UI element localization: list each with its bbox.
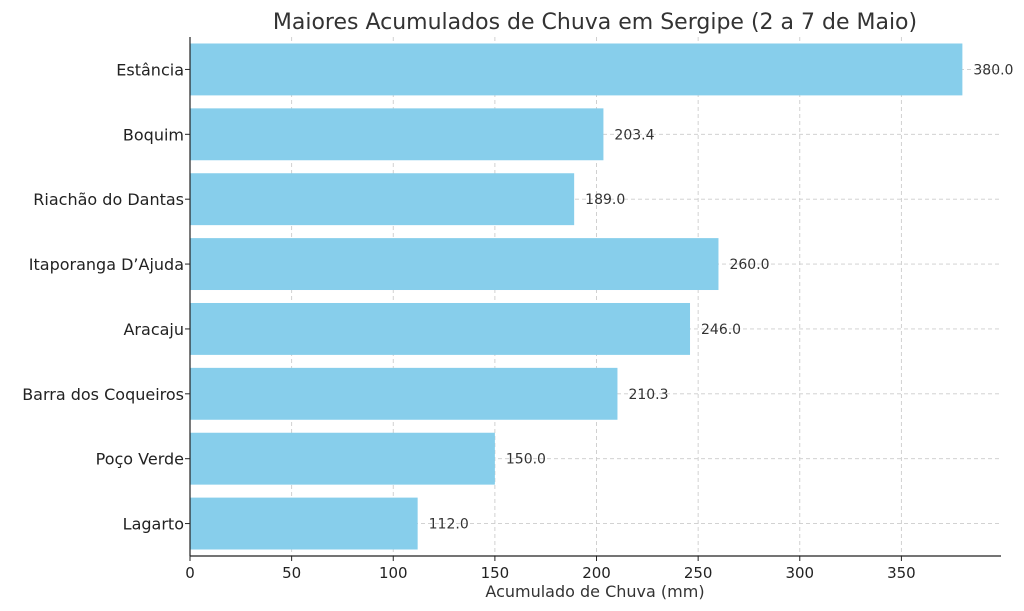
bar-value-label: 203.4 [614,127,654,143]
x-tick-label: 50 [282,564,301,582]
category-label: Aracaju [123,320,184,339]
bar-value-label: 260.0 [729,257,769,273]
bar-value-label: 150.0 [506,452,546,468]
x-tick-label: 0 [185,564,195,582]
bar [190,173,575,226]
bar [190,302,691,355]
bar [190,108,604,161]
category-label: Barra dos Coqueiros [22,385,184,404]
data-labels: 380.0 203.4 189.0 260.0 246.0 210.3 150.0 112.0 [429,62,1014,532]
bar-value-label: 210.3 [628,387,668,403]
bar-value-label: 246.0 [701,322,741,338]
category-label: Boquim [123,125,184,144]
x-tick-label: 300 [785,564,814,582]
bar [190,238,719,291]
category-label: Lagarto [123,515,184,534]
bar-value-label: 112.0 [429,517,469,533]
x-tick-label: 100 [379,564,408,582]
bars [190,43,963,550]
bar [190,432,495,485]
x-tick-label: 350 [887,564,916,582]
category-label: Poço Verde [96,450,184,469]
category-axis: Estância Boquim Riachão do Dantas Itaporang… [22,60,190,534]
bar [190,367,618,420]
category-label: Estância [116,60,184,79]
chart-title: Maiores Acumulados de Chuva em Sergipe (… [273,10,917,35]
bar [190,497,418,550]
x-axis-label: Acumulado de Chuva (mm) [485,582,704,601]
category-label: Itaporanga D’Ajuda [29,255,184,274]
bar-value-label: 380.0 [973,62,1013,78]
bar [190,43,963,96]
bar-value-label: 189.0 [585,192,625,208]
category-label: Riachão do Dantas [33,190,184,209]
x-tick-label: 200 [582,564,611,582]
x-tick-label: 250 [684,564,713,582]
value-axis: 0 50 100 150 200 250 300 350 [185,556,916,582]
x-tick-label: 150 [481,564,510,582]
